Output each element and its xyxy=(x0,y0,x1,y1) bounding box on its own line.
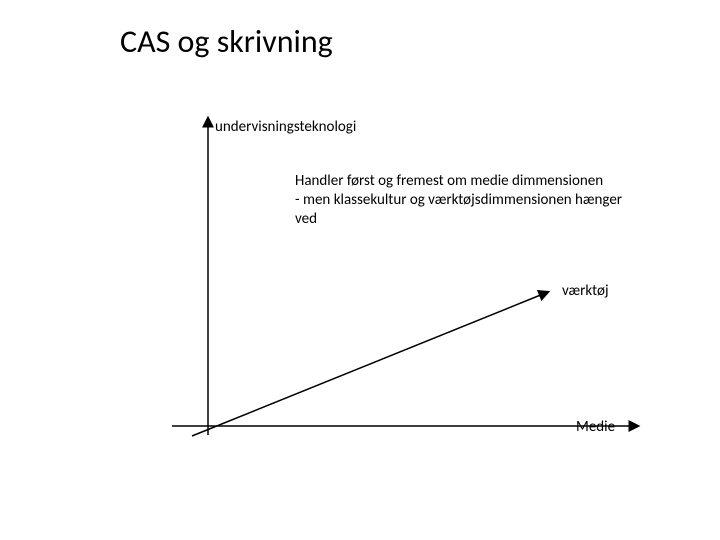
page-title: CAS og skrivning xyxy=(120,22,333,61)
axes-diagram xyxy=(150,110,650,460)
slide: CAS og skrivning undervisningsteknologi … xyxy=(0,0,720,540)
diagonal-axis xyxy=(192,292,548,436)
